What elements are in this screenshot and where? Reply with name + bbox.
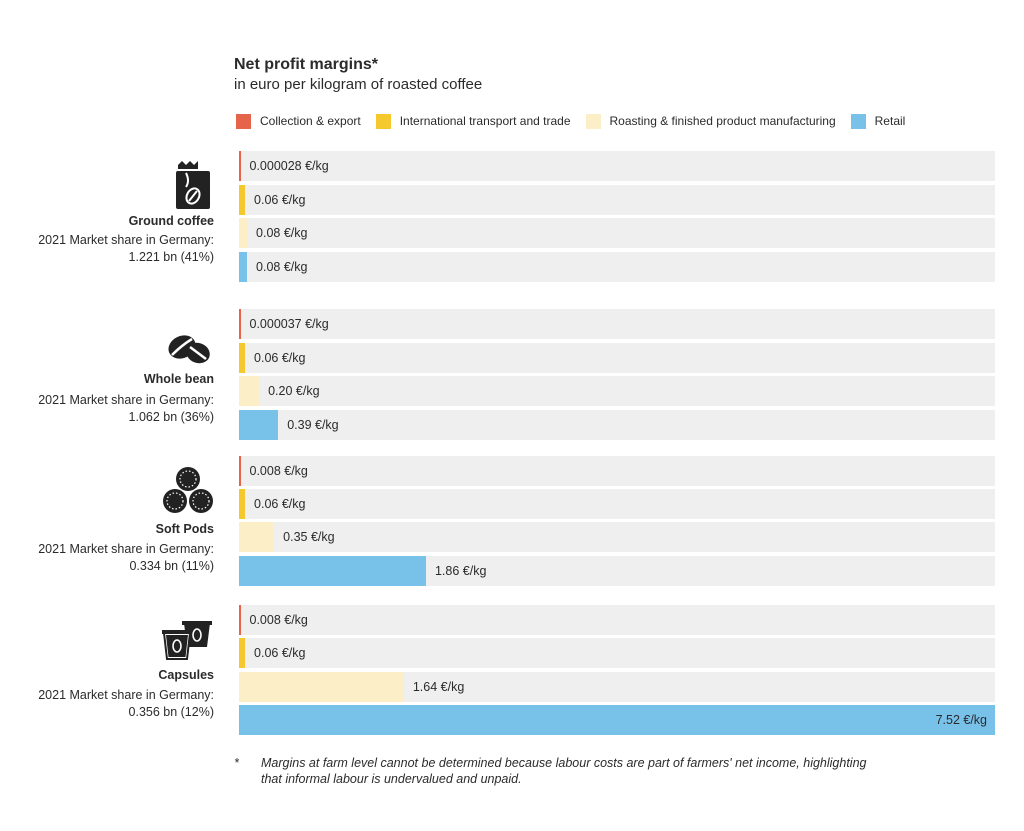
bar-fill: [239, 705, 995, 735]
bar-value-label: 7.52 €/kg: [935, 713, 987, 727]
bar-fill: [239, 672, 404, 702]
group-name: Ground coffee: [128, 214, 214, 228]
group-name: Soft Pods: [155, 522, 214, 536]
bar-fill: [239, 309, 241, 339]
bar-fill: [239, 605, 241, 635]
bar-value-label: 0.35 €/kg: [283, 530, 335, 544]
bar-track: 0.06 €/kg: [239, 185, 995, 215]
legend: Collection & export International transp…: [236, 112, 920, 130]
bar-fill: [239, 556, 426, 586]
bar-value-label: 0.39 €/kg: [287, 418, 339, 432]
bar-track: 0.008 €/kg: [239, 456, 995, 486]
bar-track: 0.08 €/kg: [239, 218, 995, 248]
legend-item-roasting: Roasting & finished product manufacturin…: [585, 113, 836, 129]
bar-track: 0.06 €/kg: [239, 489, 995, 519]
group-name: Capsules: [158, 668, 214, 682]
bar-value-label: 0.06 €/kg: [254, 646, 306, 660]
group-share-label: 2021 Market share in Germany:: [38, 542, 214, 556]
bar-value-label: 1.86 €/kg: [434, 564, 487, 578]
bar-fill: [239, 489, 246, 519]
legend-swatch: [375, 113, 391, 129]
capsules-icon: [162, 621, 212, 660]
bar-value-label: 0.000037 €/kg: [249, 317, 329, 331]
bar-fill: [239, 522, 275, 552]
legend-swatch: [585, 113, 601, 129]
group-share-value: 0.334 bn (11%): [129, 559, 214, 573]
bar-fill: [239, 252, 248, 282]
legend-swatch: [236, 113, 251, 129]
group-share-label: 2021 Market share in Germany:: [38, 393, 214, 407]
legend-item-transport-trade: International transport and trade: [375, 113, 571, 129]
bar-track: 1.86 €/kg: [239, 556, 995, 586]
group-share-label: 2021 Market share in Germany:: [38, 233, 214, 247]
bar-value-label: 0.000028 €/kg: [249, 159, 329, 173]
bar-value-label: 0.008 €/kg: [249, 464, 308, 478]
bar-track: 0.08 €/kg: [239, 252, 995, 282]
bar-value-label: 0.06 €/kg: [254, 497, 306, 511]
group-share-value: 1.062 bn (36%): [128, 410, 214, 424]
bar-fill: [239, 456, 241, 486]
bar-track: 0.000028 €/kg: [239, 151, 995, 181]
soft-pods-icon: [163, 467, 213, 513]
footnote-mark: *: [234, 756, 239, 770]
bar-value-label: 0.08 €/kg: [256, 226, 308, 240]
bar-track: 0.06 €/kg: [239, 343, 995, 373]
bar-value-label: 0.06 €/kg: [254, 351, 306, 365]
bar-fill: [239, 218, 248, 248]
bar-track: 1.64 €/kg: [239, 672, 995, 702]
bar-track: 0.000037 €/kg: [239, 309, 995, 339]
bar-fill: [239, 151, 241, 181]
legend-label: Roasting & finished product manufacturin…: [609, 114, 836, 128]
bar-track: 0.35 €/kg: [239, 522, 995, 552]
ground-coffee-bag-icon: [176, 161, 210, 209]
bar-fill: [239, 343, 246, 373]
bar-value-label: 0.08 €/kg: [256, 260, 308, 274]
bar-value-label: 0.008 €/kg: [249, 613, 308, 627]
legend-label: International transport and trade: [399, 114, 571, 128]
bar-value-label: 0.06 €/kg: [254, 193, 306, 207]
bar-fill: [239, 638, 246, 668]
bar-track: 0.39 €/kg: [239, 410, 995, 440]
legend-swatch: [850, 113, 866, 129]
bar-value-label: 1.64 €/kg: [412, 680, 465, 694]
group-share-value: 0.356 bn (12%): [128, 705, 214, 719]
bar-track: 0.008 €/kg: [239, 605, 995, 635]
group-name: Whole bean: [143, 372, 214, 386]
bar-track: 7.52 €/kg: [239, 705, 995, 735]
bar-fill: [239, 410, 279, 440]
bar-track: 0.20 €/kg: [239, 376, 995, 406]
group-share-label: 2021 Market share in Germany:: [38, 688, 214, 702]
bar-fill: [239, 376, 260, 406]
bar-track: 0.06 €/kg: [239, 638, 995, 668]
group-share-value: 1.221 bn (41%): [128, 250, 214, 264]
legend-label: Retail: [874, 114, 906, 128]
legend-item-collection-export: Collection & export: [236, 113, 361, 129]
legend-label: Collection & export: [260, 114, 361, 128]
legend-item-retail: Retail: [850, 113, 906, 129]
coffee-beans-icon: [168, 335, 210, 364]
footnote-text: Margins at farm level cannot be determin…: [261, 756, 867, 786]
chart-subtitle: in euro per kilogram of roasted coffee: [234, 76, 483, 93]
bar-value-label: 0.20 €/kg: [268, 384, 320, 398]
bar-fill: [239, 185, 246, 215]
chart-title: Net profit margins*: [234, 56, 379, 73]
